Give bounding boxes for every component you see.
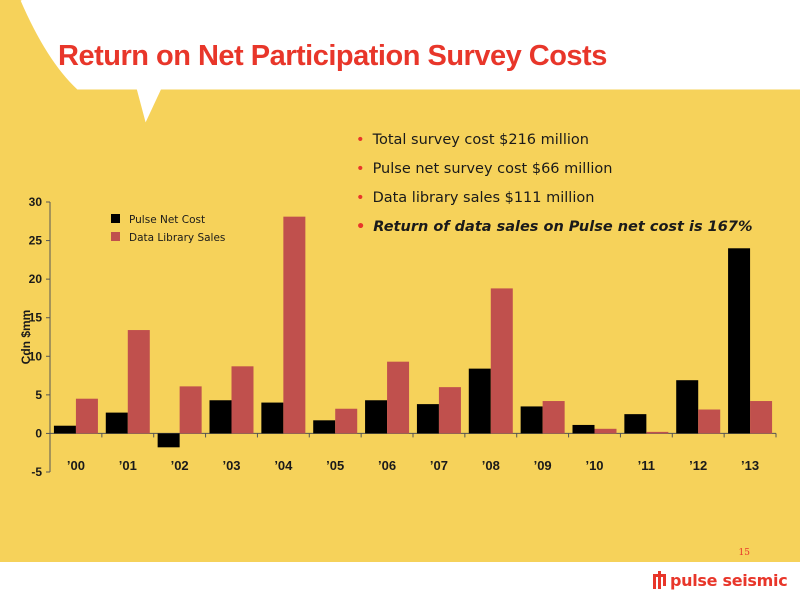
bar-data-library-sales [283,216,306,434]
company-logo: pulse seismic [652,569,788,591]
legend-swatch [111,214,120,223]
bar-pulse-net-cost [53,425,76,434]
bar-pulse-net-cost [520,406,543,434]
bar-pulse-net-cost [209,400,232,434]
legend-label: Data Library Sales [129,232,225,244]
x-tick-label: ’07 [430,458,448,473]
bullet-list: • Total survey cost $216 million • Pulse n… [356,126,752,242]
bullet-item: • Total survey cost $216 million [356,126,752,155]
bar-data-library-sales [127,330,150,434]
bar-data-library-sales [646,431,669,434]
x-tick-label: ’02 [171,458,189,473]
bar-data-library-sales [387,361,410,434]
bar-pulse-net-cost [313,420,336,434]
bar-data-library-sales [438,387,461,434]
bar-data-library-sales [75,398,98,434]
page-number: 15 [738,548,750,558]
bullet-text: Data library sales $111 million [372,190,595,206]
y-tick-label: 25 [29,234,43,248]
bullet-item: • Return of data sales on Pulse net cost … [356,213,752,242]
x-tick-label: ’11 [638,458,655,473]
bar-data-library-sales [179,386,202,434]
y-tick-label: 30 [29,195,43,209]
y-tick-label: 10 [29,349,43,363]
bullet-dot-icon: • [356,190,365,206]
footer-bar [0,562,800,600]
bar-data-library-sales [698,409,721,434]
x-tick-label: ’03 [222,458,240,473]
bar-pulse-net-cost [365,400,388,434]
bullet-item: • Pulse net survey cost $66 million [356,155,752,184]
bar-data-library-sales [490,288,513,434]
bar-pulse-net-cost [261,402,284,434]
x-tick-label: ’09 [534,458,552,473]
y-tick-label: -5 [31,465,42,479]
x-tick-label: ’01 [119,458,137,473]
legend-label: Pulse Net Cost [129,214,205,226]
bar-pulse-net-cost [728,248,751,434]
x-tick-label: ’04 [274,458,293,473]
bar-pulse-net-cost [157,433,180,448]
bar-pulse-net-cost [676,380,699,434]
y-tick-label: 15 [29,311,43,325]
bar-data-library-sales [594,428,617,434]
bar-pulse-net-cost [416,404,439,434]
bullet-text: Pulse net survey cost $66 million [372,161,613,177]
x-tick-label: ’00 [67,458,85,473]
title-banner [0,0,800,118]
bullet-dot-icon: • [356,132,365,148]
bullet-item: • Data library sales $111 million [356,184,752,213]
logo-text: pulse seismic [670,570,788,590]
x-tick-label: ’10 [585,458,603,473]
bar-pulse-net-cost [572,424,595,434]
x-tick-label: ’05 [326,458,344,473]
bar-data-library-sales [542,401,565,434]
x-tick-label: ’06 [378,458,396,473]
y-tick-label: 20 [29,272,43,286]
bar-pulse-net-cost [105,412,128,434]
page-title: Return on Net Participation Survey Costs [58,40,607,72]
bar-pulse-net-cost [624,414,647,434]
bar-chart: -5 0 5 10 15 20 25 30 ’00 ’01 ’02 ’03 ’04 ’05 ’06 ’07 ’0… [29,195,777,479]
y-axis-label: Cdn $mm [19,309,33,365]
bullet-text: Total survey cost $216 million [372,132,589,148]
bullet-dot-icon: • [356,219,366,235]
y-tick-label: 0 [35,426,42,440]
bullet-text: Return of data sales on Pulse net cost i… [373,219,753,235]
x-tick-label: ’08 [482,458,500,473]
bar-pulse-net-cost [468,368,491,434]
x-tick-label: ’13 [741,458,759,473]
legend-swatch [111,232,120,241]
bullet-dot-icon: • [356,161,365,177]
title-banner-outline [20,0,800,123]
bar-data-library-sales [750,401,773,434]
bar-data-library-sales [231,366,254,434]
x-tick-label: ’12 [689,458,707,473]
y-tick-label: 5 [35,388,42,402]
bar-data-library-sales [335,408,358,434]
pulse-logo-icon [652,571,668,589]
